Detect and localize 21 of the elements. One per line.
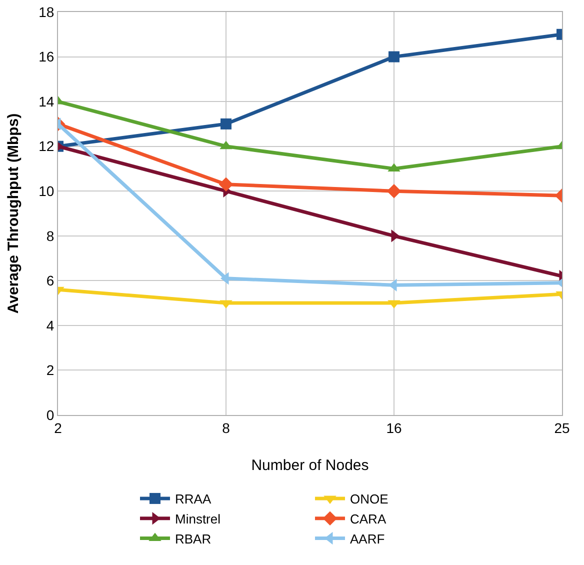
- legend-label: CARA: [350, 511, 386, 526]
- y-tick-label: 14: [38, 93, 54, 110]
- x-axis-title: Number of Nodes: [251, 457, 369, 474]
- y-axis-title: Average Throughput (Mbps): [5, 113, 22, 314]
- legend-label: Minstrel: [175, 511, 221, 526]
- legend-label: AARF: [350, 531, 385, 546]
- x-tick-label: 16: [386, 420, 402, 436]
- legend-label: RRAA: [175, 492, 212, 507]
- y-tick-label: 16: [38, 48, 54, 65]
- y-tick-label: 0: [46, 406, 54, 423]
- y-tick-label: 10: [38, 183, 54, 200]
- y-tick-label: 4: [46, 317, 54, 334]
- x-tick-label: 8: [222, 420, 230, 436]
- legend-label: RBAR: [175, 531, 212, 546]
- y-tick-label: 2: [46, 362, 54, 378]
- y-tick-label: 18: [38, 4, 54, 20]
- y-tick-label: 8: [46, 228, 54, 244]
- y-tick-label: 12: [38, 138, 54, 154]
- x-tick-label: 25: [554, 420, 570, 436]
- legend-label: ONOE: [350, 492, 389, 507]
- y-tick-label: 6: [46, 272, 54, 289]
